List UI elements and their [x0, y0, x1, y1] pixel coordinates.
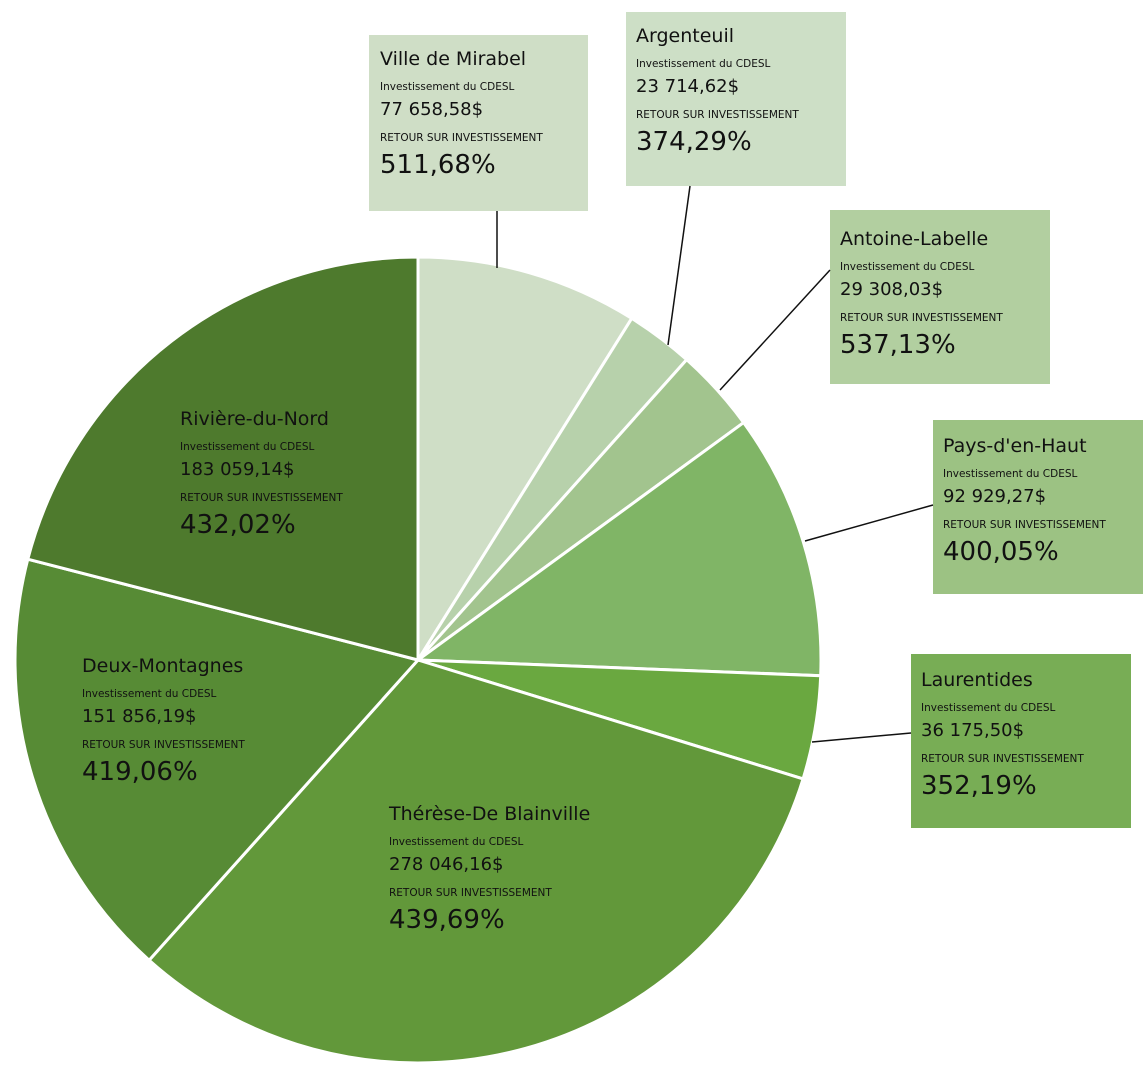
- slice-name: Deux-Montagnes: [82, 655, 243, 677]
- return-value: 419,06%: [82, 757, 198, 787]
- label-box: [933, 420, 1143, 594]
- investment-value: 36 175,50$: [921, 720, 1024, 741]
- label-box: [626, 12, 846, 186]
- return-caption: RETOUR SUR INVESTISSEMENT: [636, 109, 799, 121]
- leader-line: [719, 269, 831, 391]
- pie-slice: [13, 557, 421, 963]
- investment-value: 92 929,27$: [943, 486, 1046, 507]
- investment-value: 77 658,58$: [380, 99, 483, 120]
- investment-caption: Investissement du CDESL: [943, 468, 1078, 480]
- slice-name: Rivière-du-Nord: [180, 408, 329, 430]
- investment-value: 23 714,62$: [636, 76, 739, 97]
- investment-value: 183 059,14$: [180, 459, 295, 480]
- leader-line: [811, 732, 912, 743]
- return-caption: RETOUR SUR INVESTISSEMENT: [380, 132, 543, 144]
- slice-name: Argenteuil: [636, 25, 734, 47]
- investment-caption: Investissement du CDESL: [380, 81, 515, 93]
- return-caption: RETOUR SUR INVESTISSEMENT: [943, 519, 1106, 531]
- investment-value: 151 856,19$: [82, 706, 197, 727]
- return-value: 400,05%: [943, 537, 1059, 567]
- investment-caption: Investissement du CDESL: [82, 688, 217, 700]
- return-caption: RETOUR SUR INVESTISSEMENT: [82, 739, 245, 751]
- pie-slice: [25, 255, 420, 662]
- slice-name: Ville de Mirabel: [380, 48, 526, 70]
- pie-slice: [147, 658, 805, 1065]
- slice-name: Pays-d'en-Haut: [943, 435, 1087, 457]
- return-value: 537,13%: [840, 330, 956, 360]
- investment-caption: Investissement du CDESL: [921, 702, 1056, 714]
- investment-caption: Investissement du CDESL: [389, 836, 524, 848]
- leader-line: [667, 185, 691, 346]
- investment-caption: Investissement du CDESL: [636, 58, 771, 70]
- return-value: 374,29%: [636, 127, 752, 157]
- label-box: [830, 210, 1050, 384]
- slice-name: Laurentides: [921, 669, 1033, 691]
- investment-value: 278 046,16$: [389, 854, 504, 875]
- pie-slice: [416, 255, 634, 666]
- return-caption: RETOUR SUR INVESTISSEMENT: [921, 753, 1084, 765]
- return-value: 352,19%: [921, 771, 1037, 801]
- slice-name: Thérèse-De Blainville: [388, 803, 590, 825]
- investment-caption: Investissement du CDESL: [840, 261, 975, 273]
- return-caption: RETOUR SUR INVESTISSEMENT: [180, 492, 343, 504]
- investment-caption: Investissement du CDESL: [180, 441, 315, 453]
- return-value: 511,68%: [380, 150, 496, 180]
- slice-name: Antoine-Labelle: [840, 228, 988, 250]
- return-value: 439,69%: [389, 905, 505, 935]
- investment-value: 29 308,03$: [840, 279, 943, 300]
- pie-slice: [413, 420, 823, 678]
- leader-line: [804, 504, 934, 542]
- return-caption: RETOUR SUR INVESTISSEMENT: [389, 887, 552, 899]
- return-value: 432,02%: [180, 510, 296, 540]
- return-caption: RETOUR SUR INVESTISSEMENT: [840, 312, 1003, 324]
- label-box: [369, 35, 588, 211]
- label-box: [911, 654, 1131, 828]
